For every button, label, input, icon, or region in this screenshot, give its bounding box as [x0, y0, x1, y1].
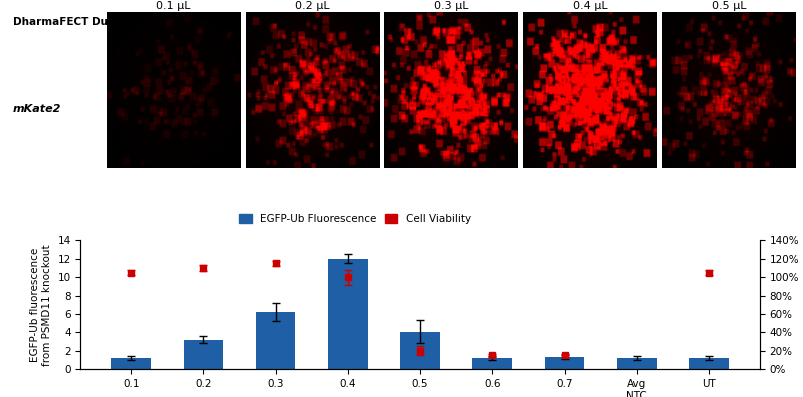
Title: 0.5 μL: 0.5 μL [711, 1, 745, 11]
Bar [472, 358, 512, 369]
Bar [255, 312, 296, 369]
Bar [616, 358, 656, 369]
Text: DharmaFECT Duo: DharmaFECT Duo [13, 17, 115, 27]
Title: 0.1 μL: 0.1 μL [157, 1, 190, 11]
Bar [544, 357, 584, 369]
Bar [111, 358, 151, 369]
Title: 0.4 μL: 0.4 μL [573, 1, 607, 11]
Bar [688, 358, 728, 369]
Legend: EGFP-Ub Fluorescence, Cell Viability: EGFP-Ub Fluorescence, Cell Viability [234, 210, 475, 228]
Bar [183, 340, 223, 369]
Title: 0.3 μL: 0.3 μL [434, 1, 468, 11]
Y-axis label: EGFP-Ub fluorescence
from PSMD11 knockout: EGFP-Ub fluorescence from PSMD11 knockou… [31, 244, 52, 366]
Text: mKate2: mKate2 [13, 104, 61, 114]
Bar [400, 331, 439, 369]
Bar [328, 259, 367, 369]
Title: 0.2 μL: 0.2 μL [295, 1, 329, 11]
